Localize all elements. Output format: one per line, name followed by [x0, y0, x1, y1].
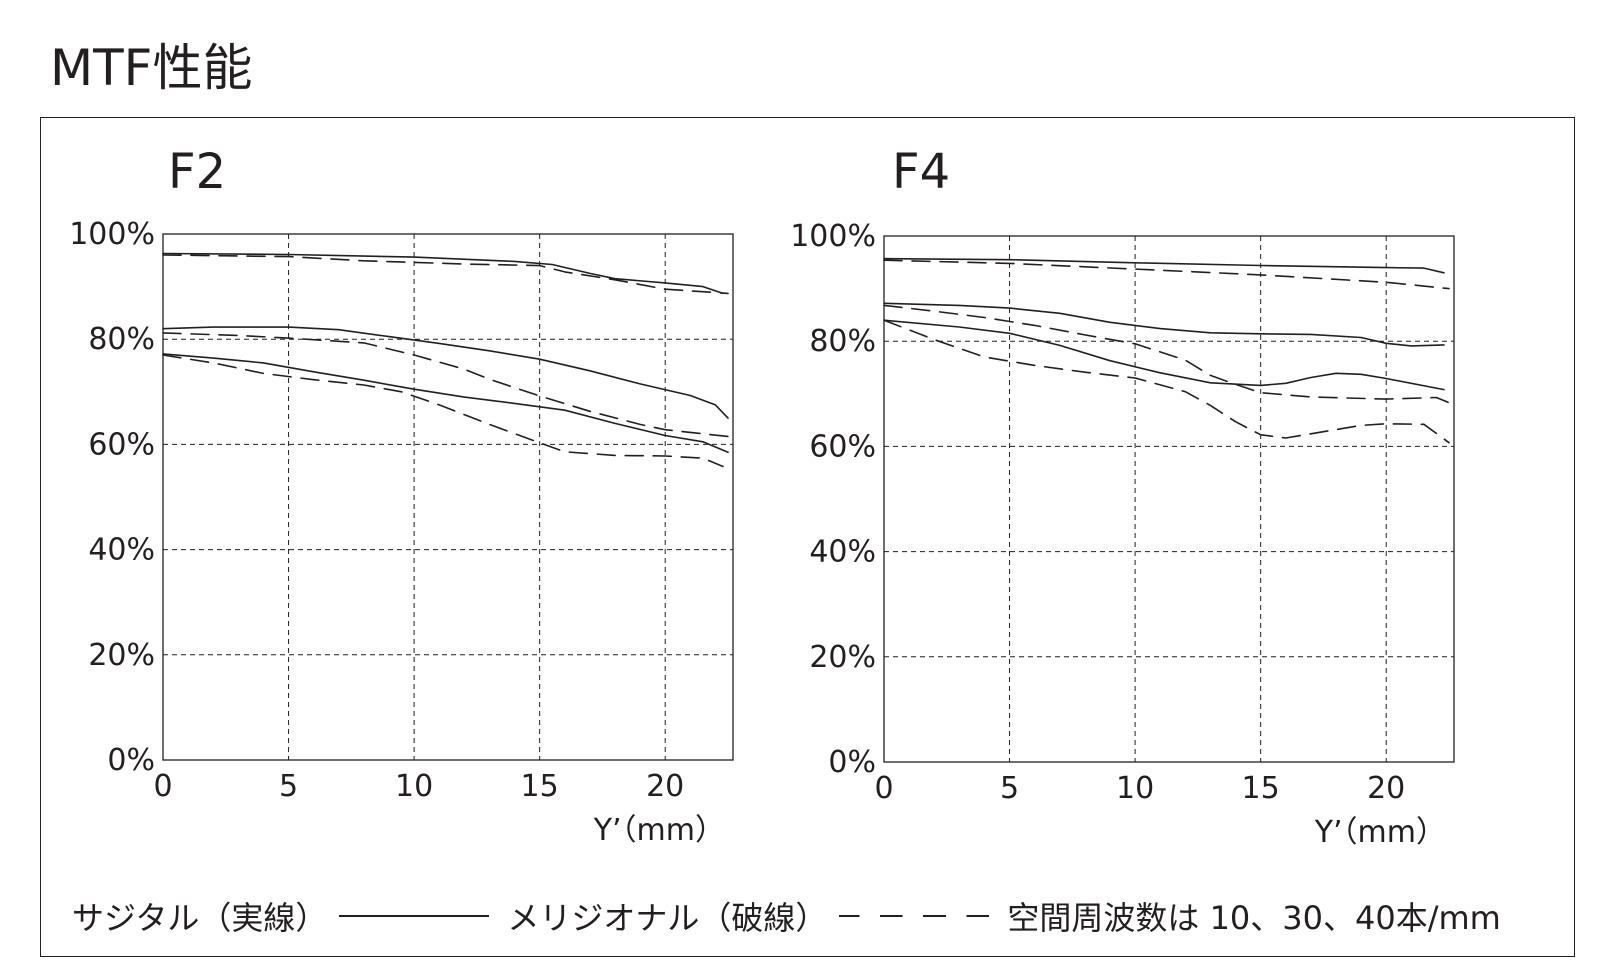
x-tick-label: 10 [1116, 771, 1154, 806]
y-tick-label: 100% [790, 219, 876, 254]
mtf-curve-solid-3 [883, 302, 1445, 347]
y-tick-label: 20% [88, 638, 155, 673]
legend-meridional-label: メリジオナル（破線） [507, 899, 828, 937]
chart-2: F4 0% 20% 40% 60% 80% 100% 0 5 10 15 20 Y’（mm） [790, 144, 1455, 850]
plot-area [162, 233, 734, 761]
y-tick-label: 0% [828, 745, 876, 780]
chart-title: F4 [892, 144, 950, 200]
y-tick-label: 40% [88, 533, 155, 568]
x-tick-label: 20 [646, 769, 684, 804]
x-axis-label: Y’（mm） [1314, 815, 1446, 850]
page-title: MTF性能 [50, 39, 253, 97]
y-tick-label: 40% [809, 535, 876, 570]
y-tick-label: 80% [809, 324, 876, 359]
x-tick-label: 0 [874, 771, 893, 806]
chart-frame [40, 117, 1575, 957]
mtf-curve-solid-5 [883, 319, 1445, 391]
y-tick-label: 20% [809, 640, 876, 675]
mtf-curve-dashed-4 [162, 332, 729, 438]
mtf-curve-solid-1 [162, 252, 724, 295]
chart-title: F2 [168, 144, 226, 200]
plot-area [883, 235, 1455, 763]
mtf-curve-dashed-6 [162, 354, 724, 468]
x-tick-label: 15 [521, 769, 559, 804]
chart-1: F2 0% 20% 40% 60% 80% 100% 0 5 10 15 20 Y’（mm） [69, 144, 734, 848]
legend-solid-line-sample [339, 915, 490, 917]
y-tick-label: 60% [809, 429, 876, 464]
y-tick-label: 100% [69, 217, 155, 252]
mtf-curve-dashed-2 [883, 259, 1450, 290]
mtf-curve-dashed-2 [162, 254, 729, 295]
y-tick-label: 80% [88, 322, 155, 357]
mtf-curve-dashed-4 [883, 304, 1450, 404]
mtf-curve-dashed-6 [883, 319, 1450, 444]
mtf-curve-solid-1 [883, 257, 1445, 274]
legend-frequency-note: 空間周波数は 10、30、40本/mm [1007, 899, 1501, 937]
mtf-curve-solid-5 [162, 353, 729, 454]
x-tick-label: 20 [1367, 771, 1405, 806]
legend: サジタル（実線） メリジオナル（破線） 空間周波数は 10、30、40本/mm [72, 896, 1501, 937]
legend-sagittal-label: サジタル（実線） [72, 899, 328, 937]
x-tick-label: 5 [279, 769, 298, 804]
y-tick-label: 60% [88, 427, 155, 462]
x-tick-label: 10 [395, 769, 433, 804]
x-tick-label: 15 [1242, 771, 1280, 806]
x-tick-label: 0 [153, 769, 172, 804]
x-axis-label: Y’（mm） [593, 813, 725, 848]
mtf-curve-solid-3 [162, 326, 729, 419]
y-tick-label: 0% [107, 743, 155, 778]
legend-dashed-line-sample [839, 915, 990, 917]
x-tick-label: 5 [1000, 771, 1019, 806]
